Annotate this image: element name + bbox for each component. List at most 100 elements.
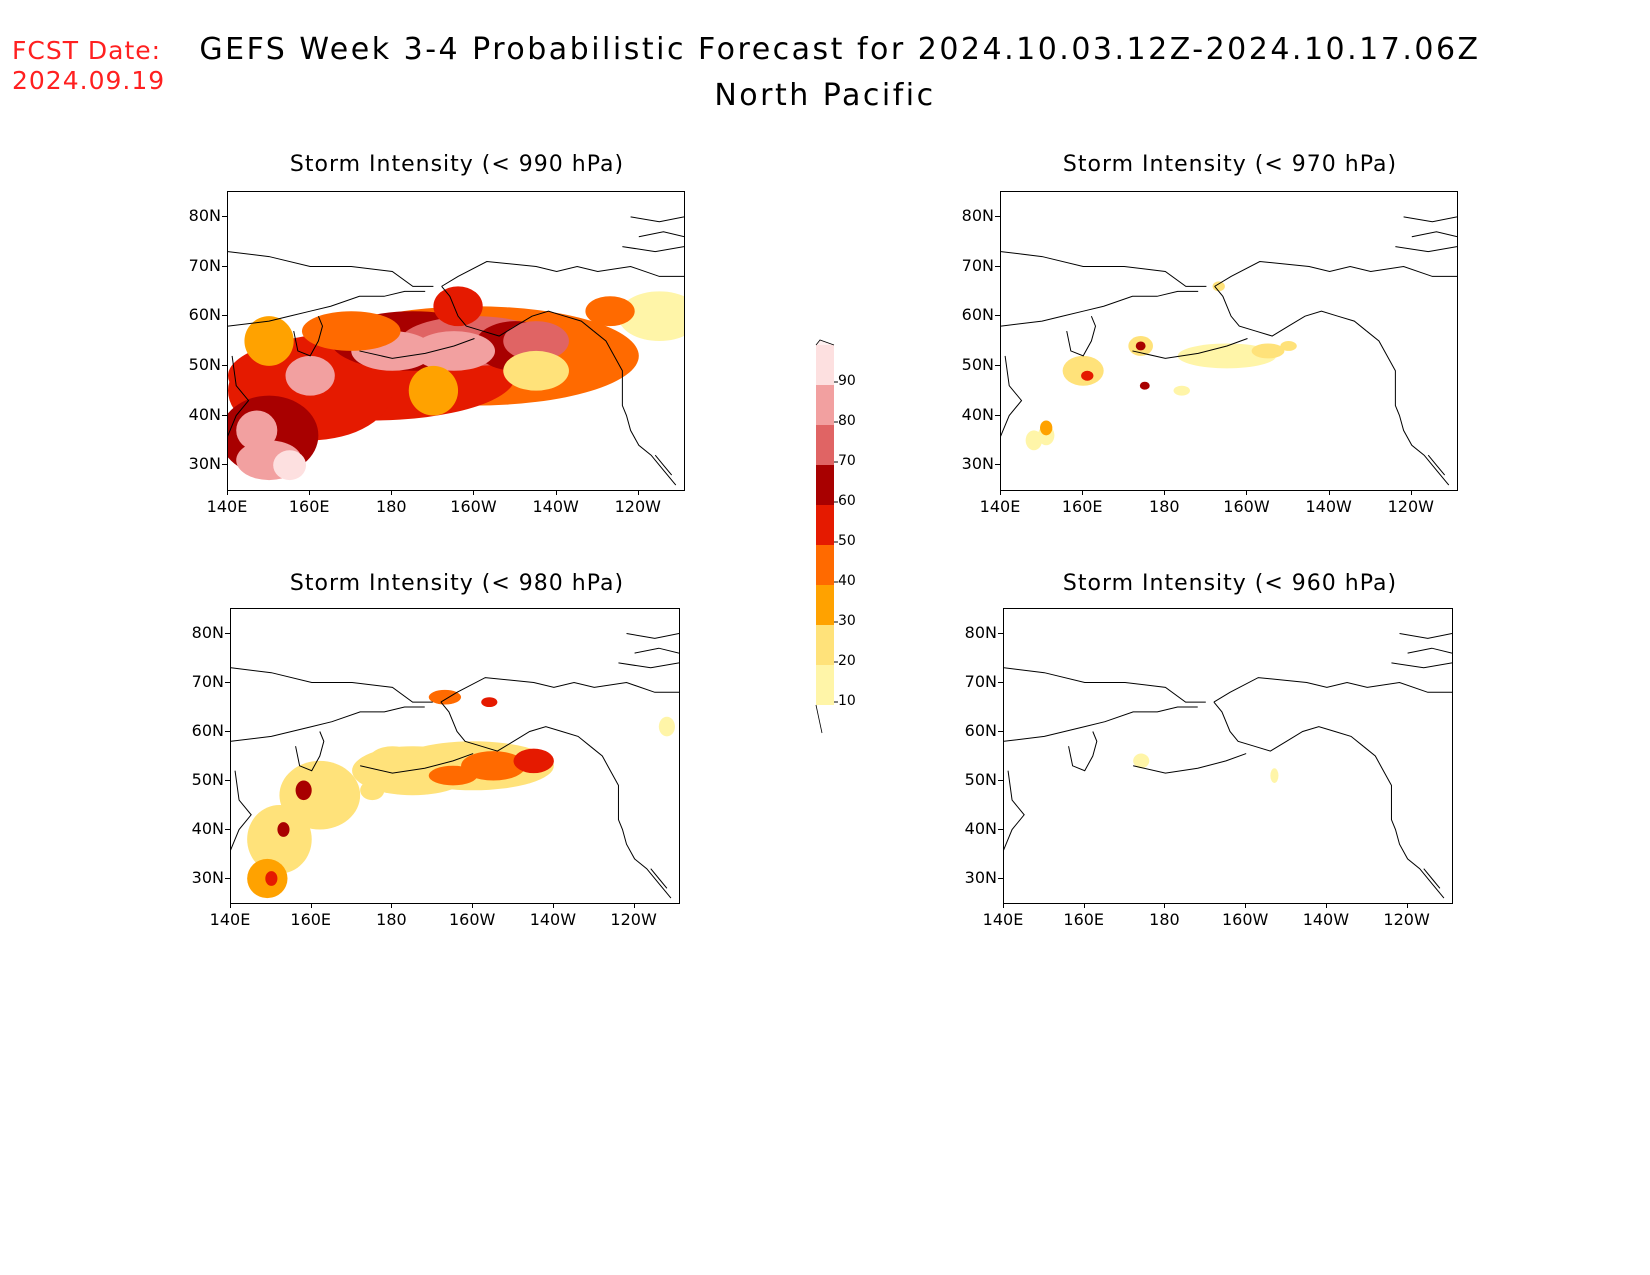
lon-tick-label: 140W: [532, 497, 579, 516]
coastline: [1427, 454, 1446, 476]
fcst-date: 2024.09.19: [12, 66, 166, 95]
lat-tick-label: 60N: [191, 720, 224, 740]
lat-tick-label: 40N: [964, 818, 997, 838]
probability-area: [285, 355, 335, 396]
panel-title: Storm Intensity (< 960 hPa): [1062, 571, 1398, 596]
probability-area: [265, 871, 278, 886]
coastline: [634, 647, 679, 654]
probability-area: [1177, 343, 1277, 369]
probability-area: [503, 321, 569, 361]
lat-tick-label: 30N: [964, 867, 997, 887]
coastline: [1395, 246, 1457, 253]
panel-title: Storm Intensity (< 980 hPa): [289, 571, 625, 596]
coastline: [231, 667, 433, 703]
lat-tick-label: 60N: [188, 305, 221, 325]
lat-tick-mark: [222, 265, 227, 267]
probability-area: [433, 286, 483, 327]
lat-tick-mark: [222, 315, 227, 317]
coastline: [1407, 647, 1452, 654]
colorbar-label: 90: [838, 373, 856, 389]
probability-area: [1139, 381, 1150, 390]
coastline: [654, 454, 673, 476]
lat-tick-mark: [225, 828, 230, 830]
coastline: [1004, 706, 1198, 742]
map-area: [1000, 191, 1458, 491]
colorbar-swatch: [816, 345, 834, 385]
lat-tick-mark: [998, 877, 1003, 879]
lat-tick-label: 60N: [961, 305, 994, 325]
coastline: [593, 330, 677, 486]
colorbar-swatch: [816, 625, 834, 665]
map-svg: [1001, 216, 1457, 486]
lon-tick-mark: [391, 490, 393, 495]
coastline: [360, 753, 474, 774]
lon-tick-mark: [1325, 903, 1327, 908]
probability-area: [408, 365, 459, 416]
lat-tick-mark: [995, 464, 1000, 466]
lon-tick-label: 120W: [614, 497, 661, 516]
lat-tick-mark: [998, 730, 1003, 732]
lon-tick-mark: [1000, 490, 1001, 495]
lat-tick-mark: [222, 215, 227, 217]
lon-tick-mark: [633, 903, 635, 908]
lon-tick-mark: [1246, 490, 1248, 495]
lat-tick-label: 80N: [964, 622, 997, 642]
page-subtitle: North Pacific: [714, 78, 936, 113]
lon-tick-label: 160E: [1063, 910, 1105, 929]
probability-area: [1212, 281, 1225, 292]
coastline: [1366, 330, 1450, 486]
lon-tick-label: 180: [376, 910, 407, 929]
coastline: [1004, 667, 1206, 703]
lat-tick-label: 50N: [188, 354, 221, 374]
lon-tick-label: 120W: [1383, 910, 1430, 929]
lon-tick-label: 160E: [1061, 497, 1103, 516]
probability-area: [1135, 341, 1146, 351]
lat-tick-mark: [998, 779, 1003, 781]
lon-tick-mark: [637, 490, 639, 495]
coastline: [1001, 290, 1199, 327]
probability-area: [1062, 355, 1104, 386]
lon-tick-label: 120W: [610, 910, 657, 929]
colorbar-label: 70: [838, 453, 856, 469]
lon-tick-label: 140E: [982, 910, 1024, 929]
map-area: [1003, 608, 1453, 904]
colorbar-bottom-cap: [815, 704, 823, 734]
colorbar-swatch: [816, 505, 834, 545]
probability-area: [1173, 385, 1190, 396]
lat-tick-mark: [222, 464, 227, 466]
lat-tick-label: 50N: [191, 769, 224, 789]
coastline: [1133, 753, 1247, 774]
probability-area: [247, 805, 312, 874]
colorbar-label: 20: [838, 653, 856, 669]
probability-area: [301, 311, 401, 351]
coastline: [231, 706, 425, 742]
coastline: [1411, 231, 1457, 238]
lon-tick-mark: [230, 903, 231, 908]
probability-area: [412, 331, 496, 371]
colorbar-label: 50: [838, 533, 856, 549]
probability-area: [1040, 420, 1053, 436]
coastline: [440, 701, 591, 752]
probability-area: [295, 780, 312, 801]
lat-tick-mark: [995, 364, 1000, 366]
probability-area: [236, 410, 278, 451]
coastline: [1001, 355, 1023, 437]
colorbar-swatch: [816, 425, 834, 465]
lat-tick-mark: [998, 828, 1003, 830]
lat-tick-mark: [225, 730, 230, 732]
lon-tick-mark: [1410, 490, 1412, 495]
lat-tick-mark: [995, 315, 1000, 317]
coastline: [1001, 251, 1207, 287]
colorbar-svg: [815, 339, 838, 734]
colorbar-label: 80: [838, 413, 856, 429]
lat-tick-label: 40N: [961, 404, 994, 424]
lon-tick-mark: [1083, 903, 1085, 908]
probability-area: [658, 716, 675, 737]
probability-area: [1270, 768, 1279, 783]
lon-tick-label: 160W: [1221, 910, 1269, 929]
lon-tick-label: 160E: [290, 910, 332, 929]
colorbar-swatch: [816, 385, 834, 425]
lat-tick-label: 70N: [964, 671, 997, 691]
coastline: [630, 216, 684, 223]
map-svg: [231, 633, 679, 899]
